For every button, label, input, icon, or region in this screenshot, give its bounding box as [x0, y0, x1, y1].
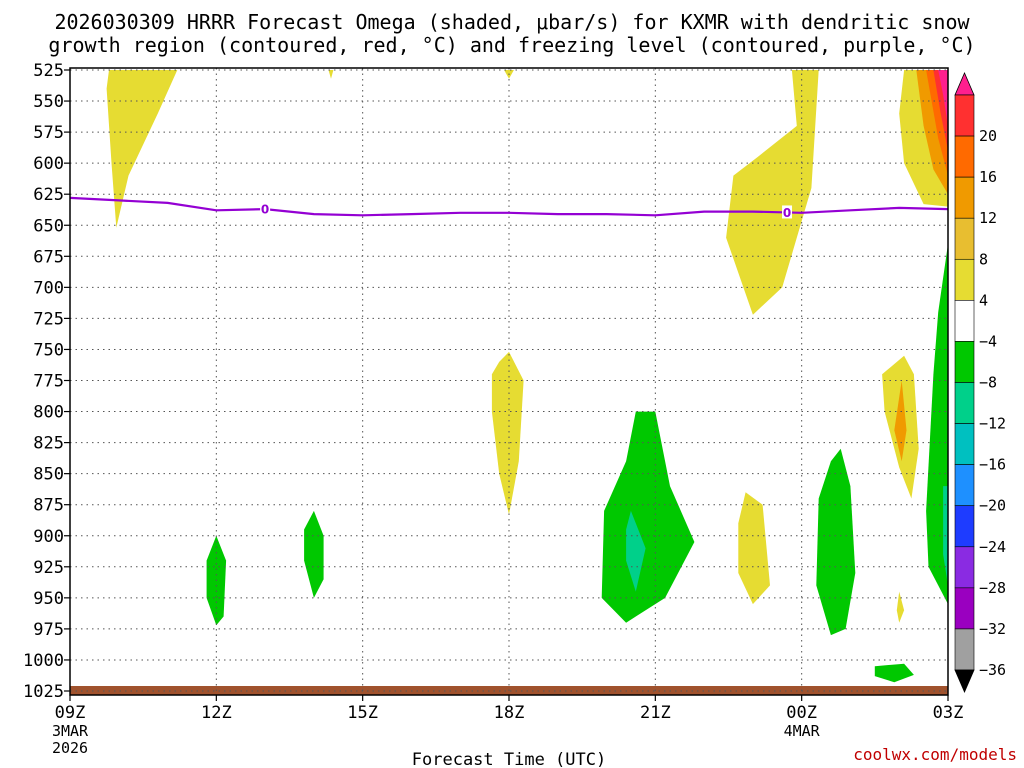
y-tick-label-875: 875: [33, 496, 64, 516]
colorbar-swatch-4: [954, 217, 975, 260]
grid-lines: [69, 68, 949, 695]
colorbar-label-9: −20: [979, 497, 1006, 515]
colorbar-label-4: 4: [979, 291, 988, 309]
shaded-region-0: [106, 70, 178, 228]
fzl-contour-label: 0: [783, 206, 791, 220]
colorbar-swatch-15: [954, 669, 975, 694]
colorbar-swatch-9: [954, 423, 975, 465]
y-tick-label-925: 925: [33, 558, 64, 578]
y-axis-pressure-ticks: 525 550 575 600 625 650 675 700 725 750 775 800 825 8…: [23, 61, 70, 702]
y-tick-label-950: 950: [33, 589, 64, 609]
fzl-label-bg-0: [260, 202, 271, 216]
colorbar-swatch-3: [954, 176, 975, 219]
y-tick-label-1025: 1025: [23, 682, 64, 702]
colorbar-swatch-1: [954, 94, 975, 137]
colorbar-swatch-12: [954, 546, 975, 589]
colorbar-label-6: −8: [979, 374, 997, 392]
colorbar-swatch-10: [954, 464, 975, 507]
y-tick-label-850: 850: [33, 465, 64, 485]
y-tick-label-575: 575: [33, 123, 64, 143]
colorbar-label-11: −28: [979, 579, 1006, 597]
x-tick-label-18Z: 18Z: [494, 703, 525, 723]
colorbar-swatch-6: [954, 300, 975, 342]
colorbar-swatch-0: [954, 71, 975, 96]
x-tick-year-09Z: 2026: [52, 739, 88, 757]
y-tick-label-800: 800: [33, 403, 64, 423]
y-tick-label-750: 750: [33, 340, 64, 360]
x-tick-label-21Z: 21Z: [640, 703, 671, 723]
shaded-region-15: [304, 510, 324, 598]
colorbar: 20 16 12 8 4 −4 −8 −12 −16 −20 −24 −28 −32 −36: [954, 71, 1006, 694]
x-tick-label-09Z: 09Z: [55, 703, 86, 723]
colorbar-swatch-2: [954, 135, 975, 178]
x-tick-label-15Z: 15Z: [347, 703, 378, 723]
x-axis-label: Forecast Time (UTC): [412, 750, 606, 768]
colorbar-label-7: −12: [979, 415, 1006, 433]
x-tick-label-00Z: 00Z: [786, 703, 817, 723]
omega-shaded-regions: [106, 70, 948, 683]
y-tick-label-700: 700: [33, 278, 64, 298]
colorbar-label-0: 20: [979, 127, 997, 145]
shaded-region-10: [738, 492, 770, 605]
colorbar-swatch-5: [954, 258, 975, 301]
watermark[interactable]: coolwx.com/models: [853, 745, 1017, 764]
colorbar-swatch-8: [954, 382, 975, 424]
colorbar-label-1: 16: [979, 168, 997, 186]
shaded-region-17: [626, 510, 646, 592]
y-tick-label-675: 675: [33, 247, 64, 267]
colorbar-label-3: 8: [979, 250, 988, 268]
y-tick-label-625: 625: [33, 185, 64, 205]
freezing-level-line: [70, 196, 948, 217]
colorbar-label-2: 12: [979, 209, 997, 227]
y-tick-label-775: 775: [33, 372, 64, 392]
y-tick-label-525: 525: [33, 61, 64, 81]
chart-title-line1: 2026030309 HRRR Forecast Omega (shaded, …: [54, 10, 970, 34]
shaded-region-1: [328, 70, 334, 79]
colorbar-label-13: −36: [979, 661, 1006, 679]
x-tick-date-09Z: 3MAR: [52, 722, 89, 740]
fzl-label-bg-1: [782, 205, 793, 219]
y-tick-label-725: 725: [33, 309, 64, 329]
colorbar-swatch-13: [954, 587, 975, 630]
shaded-region-9: [491, 351, 524, 515]
x-tick-label-03Z: 03Z: [933, 703, 964, 723]
y-tick-label-825: 825: [33, 434, 64, 454]
colorbar-swatch-7: [954, 341, 975, 383]
shaded-region-3: [726, 70, 819, 315]
x-tick-label-12Z: 12Z: [201, 703, 232, 723]
y-tick-label-975: 975: [33, 620, 64, 640]
y-tick-label-650: 650: [33, 216, 64, 236]
y-tick-label-1000: 1000: [23, 651, 64, 671]
colorbar-swatch-11: [954, 505, 975, 548]
chart-title-line2: growth region (contoured, red, °C) and f…: [48, 33, 975, 57]
colorbar-label-5: −4: [979, 332, 997, 350]
x-tick-date-00Z: 4MAR: [784, 722, 821, 740]
shaded-region-8: [938, 70, 948, 126]
colorbar-swatch-14: [954, 628, 975, 671]
shaded-region-21: [874, 663, 914, 683]
shaded-region-13: [896, 591, 905, 623]
colorbar-label-10: −24: [979, 538, 1006, 556]
shaded-region-16: [601, 411, 695, 623]
shaded-region-18: [816, 448, 856, 636]
shaded-region-19: [926, 243, 948, 605]
shaded-region-12: [894, 380, 907, 462]
y-tick-label-550: 550: [33, 92, 64, 112]
colorbar-label-12: −32: [979, 620, 1006, 638]
colorbar-label-8: −16: [979, 456, 1006, 474]
fzl-contour-label: 0: [261, 203, 269, 217]
y-tick-label-900: 900: [33, 527, 64, 547]
y-tick-label-600: 600: [33, 154, 64, 174]
